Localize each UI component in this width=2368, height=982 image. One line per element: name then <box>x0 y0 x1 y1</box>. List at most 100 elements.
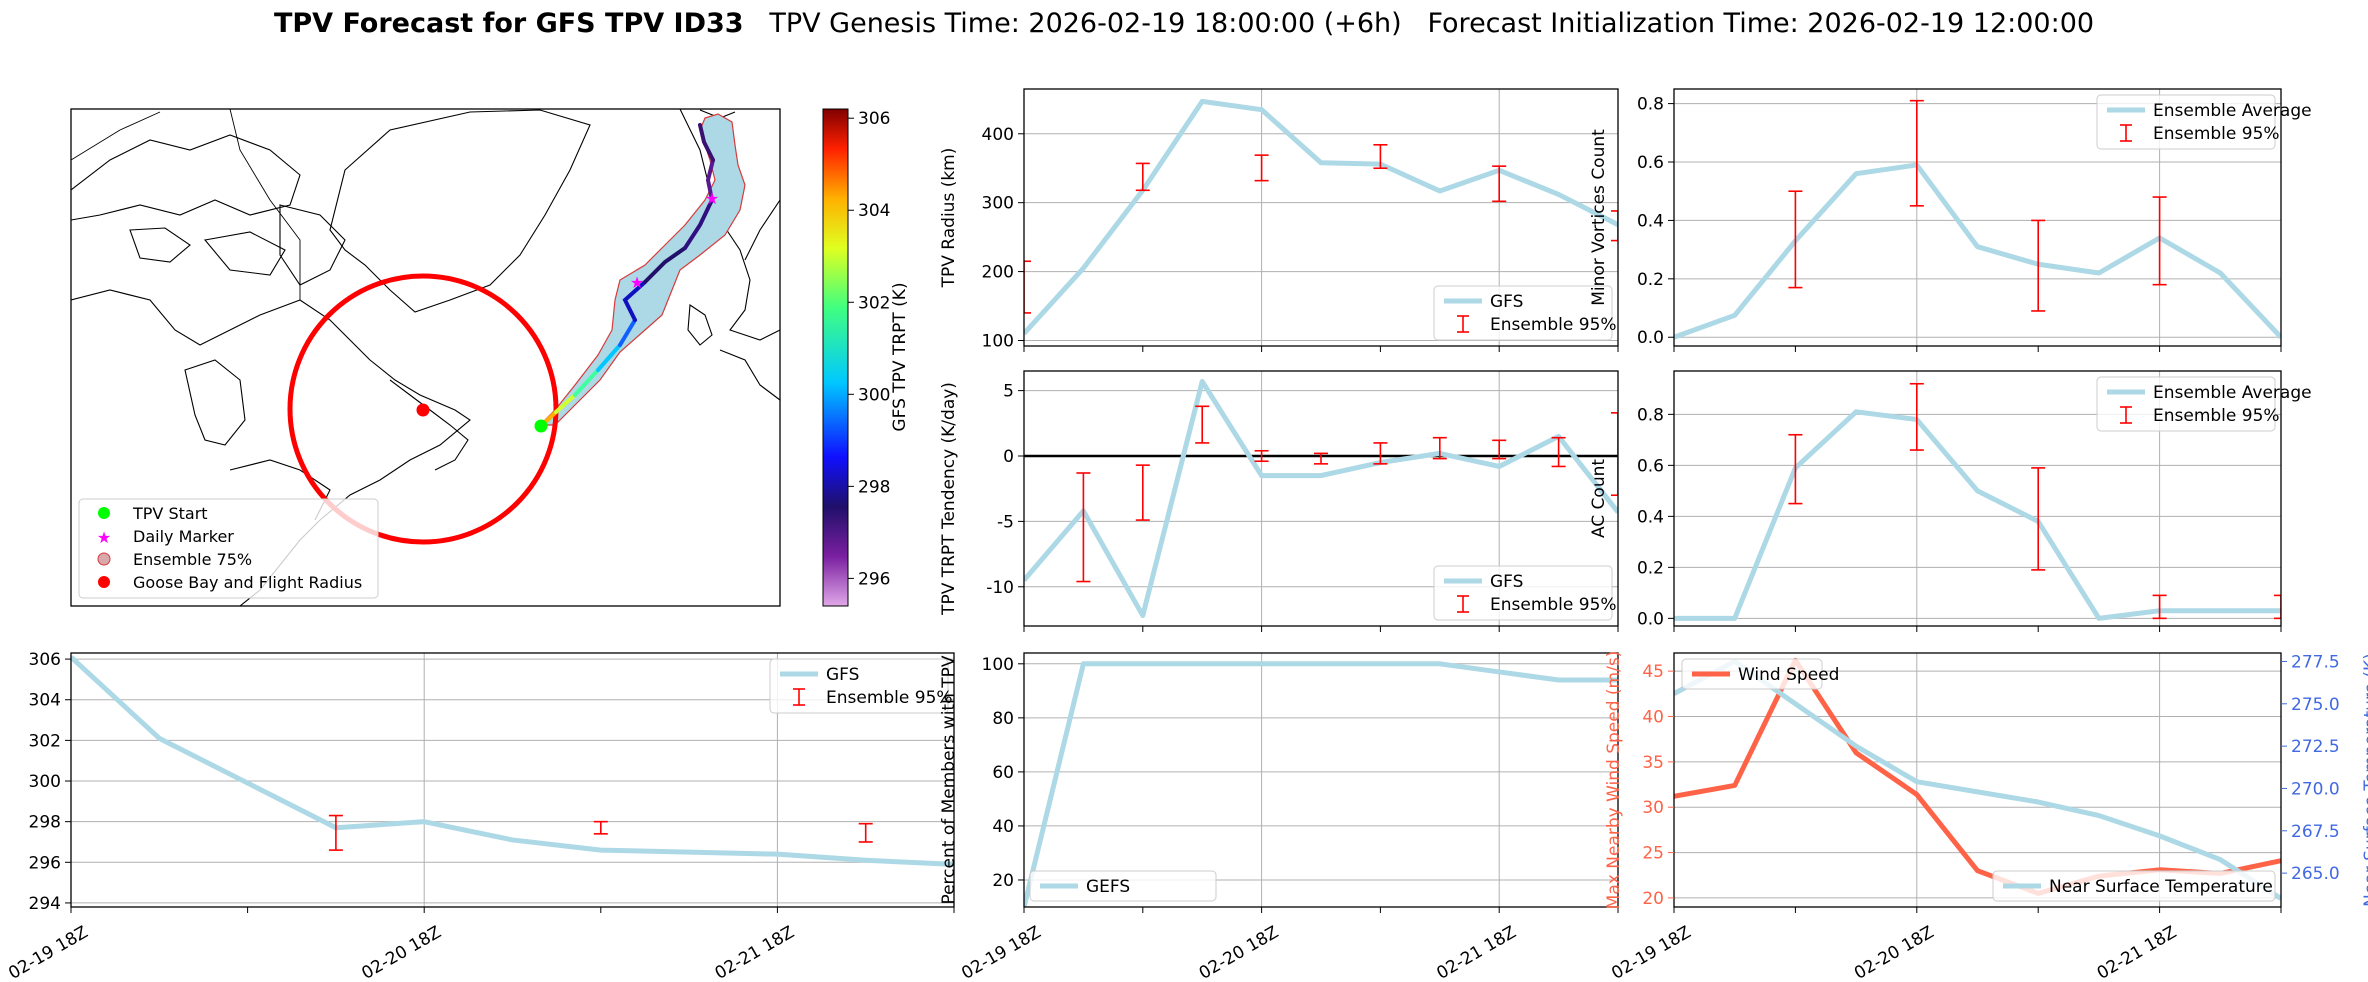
legend-box <box>1992 870 2276 902</box>
legend-label: Ensemble 95% <box>826 688 953 708</box>
legend: Ensemble Average Ensemble 95% <box>2096 376 2312 432</box>
y-tick-label: 0 <box>1003 447 1014 467</box>
y2-tick-label: 265.0 <box>2291 864 2340 884</box>
legend-wind-label: Wind Speed <box>1738 665 1839 685</box>
title-main: TPV Forecast for GFS TPV ID33 <box>273 8 744 39</box>
y-axis-label: TPV TRPT Tendency (K/day) <box>939 382 959 616</box>
y-tick-label: 200 <box>982 263 1014 283</box>
legend-tpv-start-icon <box>98 507 110 519</box>
x-tick-label: 02-19 18Z <box>1608 922 1694 982</box>
y-axis-label: AC Count <box>1589 459 1609 538</box>
y-tick-label: 30 <box>1642 798 1664 818</box>
x-tick-label: 02-19 18Z <box>5 922 91 982</box>
plot-frame <box>1673 652 2282 908</box>
colorbar-gradient <box>822 108 849 607</box>
y-tick-label: 298 <box>29 813 61 833</box>
errorbars <box>1076 405 1618 583</box>
map-legend-box <box>78 498 379 599</box>
title-genesis: TPV Genesis Time: 2026-02-19 18:00:00 (+… <box>769 8 1402 39</box>
y-tick-label: 45 <box>1642 662 1664 682</box>
legend: GFS Ensemble 95% <box>1433 565 1617 621</box>
y-axis-label: TPV Radius (km) <box>939 148 959 289</box>
grid <box>1023 653 1618 907</box>
colorbar-tick-label: 298 <box>858 477 890 497</box>
wind-temperature-chart: 20 25 30 35 40 45 Max Nearby Wind Speed (m/s) 2… <box>1604 651 2368 982</box>
y-tick-label: -10 <box>986 578 1014 598</box>
y2-tick-label: 275.0 <box>2291 695 2340 715</box>
daily-marker: ★ <box>705 189 719 208</box>
y-tick-label: 302 <box>29 731 61 751</box>
colorbar-label: GFS TPV TRPT (K) <box>890 282 910 431</box>
members-chart: 20 40 60 80 100 Percent of Members with TPV 02… <box>939 652 1619 982</box>
colorbar-tick-label: 296 <box>858 569 890 589</box>
y-tick-label: 0.4 <box>1637 211 1664 231</box>
y-tick-label: 20 <box>992 871 1014 891</box>
legend-tpv-start-label: TPV Start <box>132 504 208 523</box>
tpv-start-marker <box>534 419 548 433</box>
legend-temp-label: Near Surface Temperature <box>2049 877 2273 897</box>
legend-label: GFS <box>1490 292 1523 312</box>
minor-vortices-chart: 0.0 0.2 0.4 0.6 0.8 Minor Vortices Count Ensem… <box>1589 88 2312 352</box>
y-tick-label: 0.6 <box>1637 456 1664 476</box>
y-tick-label: 80 <box>992 709 1014 729</box>
x-tick-label: 02-21 18Z <box>712 922 798 982</box>
legend: GFS Ensemble 95% <box>1433 285 1617 341</box>
x-tick-label: 02-21 18Z <box>1433 922 1519 982</box>
flight-radius-circle <box>287 273 559 545</box>
legend-label: GFS <box>826 665 859 685</box>
y-tick-label: 296 <box>29 853 61 873</box>
plot-frame <box>1023 88 1619 347</box>
series-line-gfs <box>1024 98 1618 336</box>
plot-frame <box>1673 88 2282 347</box>
y2-axis-label: Near Surface Temperature (K) <box>2361 653 2368 907</box>
y-tick-label: 100 <box>982 331 1014 351</box>
y-tick-label: 304 <box>29 691 61 711</box>
y-tick-label: 60 <box>992 763 1014 783</box>
errorbars <box>1788 382 2281 620</box>
colorbar-tick-label: 304 <box>858 201 890 221</box>
y-tick-label: 40 <box>992 817 1014 837</box>
y-tick-label: 0.4 <box>1637 507 1664 527</box>
colorbar-tick-label: 300 <box>858 385 890 405</box>
y-tick-label: 306 <box>29 650 61 670</box>
y-tick-label: 0.6 <box>1637 153 1664 173</box>
series-line-ensemble-average <box>1674 162 2281 340</box>
ensemble-75-envelope <box>538 113 746 426</box>
legend: GFS Ensemble 95% <box>769 658 953 714</box>
y-tick-label: 40 <box>1642 708 1664 728</box>
errorbars <box>328 814 873 851</box>
y-tick-label: 20 <box>1642 889 1664 909</box>
legend-box <box>1029 870 1217 902</box>
colorbar: 296 298 300 302 304 306 GFS TPV TRPT (K) <box>822 108 910 607</box>
legend-label: Ensemble 95% <box>1490 595 1617 615</box>
y2-tick-label: 277.5 <box>2291 652 2340 672</box>
y-tick-label: 35 <box>1642 753 1664 773</box>
y-tick-label: 0.2 <box>1637 558 1664 578</box>
legend: Ensemble Average Ensemble 95% <box>2096 94 2312 150</box>
legend-ensemble-label: Ensemble 75% <box>133 550 252 569</box>
series-line-gefs <box>1024 661 1618 907</box>
y-tick-label: 5 <box>1003 382 1014 402</box>
figure-title: TPV Forecast for GFS TPV ID33 TPV Genesi… <box>0 8 2368 39</box>
y2-tick-label: 267.5 <box>2291 822 2340 842</box>
y2-tick-label: 272.5 <box>2291 737 2340 757</box>
plot-frame <box>1673 370 2282 627</box>
plot-frame <box>70 652 955 908</box>
legend-goose-bay-icon <box>98 576 110 588</box>
trpt-chart: 294296298300302304306TPV TRPT (K)02-19 1… <box>5 650 955 982</box>
title-init: Forecast Initialization Time: 2026-02-19… <box>1427 8 2095 39</box>
tendency-chart: -10 -5 0 5 TPV TRPT Tendency (K/day) GFS Ensem… <box>939 370 1619 632</box>
y-tick-label: 0.8 <box>1637 405 1664 425</box>
errorbars <box>1788 99 2167 312</box>
y-axis-label: Minor Vortices Count <box>1589 129 1609 306</box>
legend-label: Ensemble Average <box>2153 383 2312 403</box>
legend-box <box>1681 658 1823 690</box>
legend-daily-marker-icon: ★ <box>97 528 111 547</box>
series-line-wind-speed <box>1674 657 2281 896</box>
plot-frame <box>1023 652 1619 908</box>
series-line-ensemble-average <box>1674 409 2281 621</box>
y-tick-label: 0.0 <box>1637 328 1664 348</box>
x-tick-label: 02-20 18Z <box>1851 922 1937 982</box>
plot-frame <box>1023 370 1619 627</box>
